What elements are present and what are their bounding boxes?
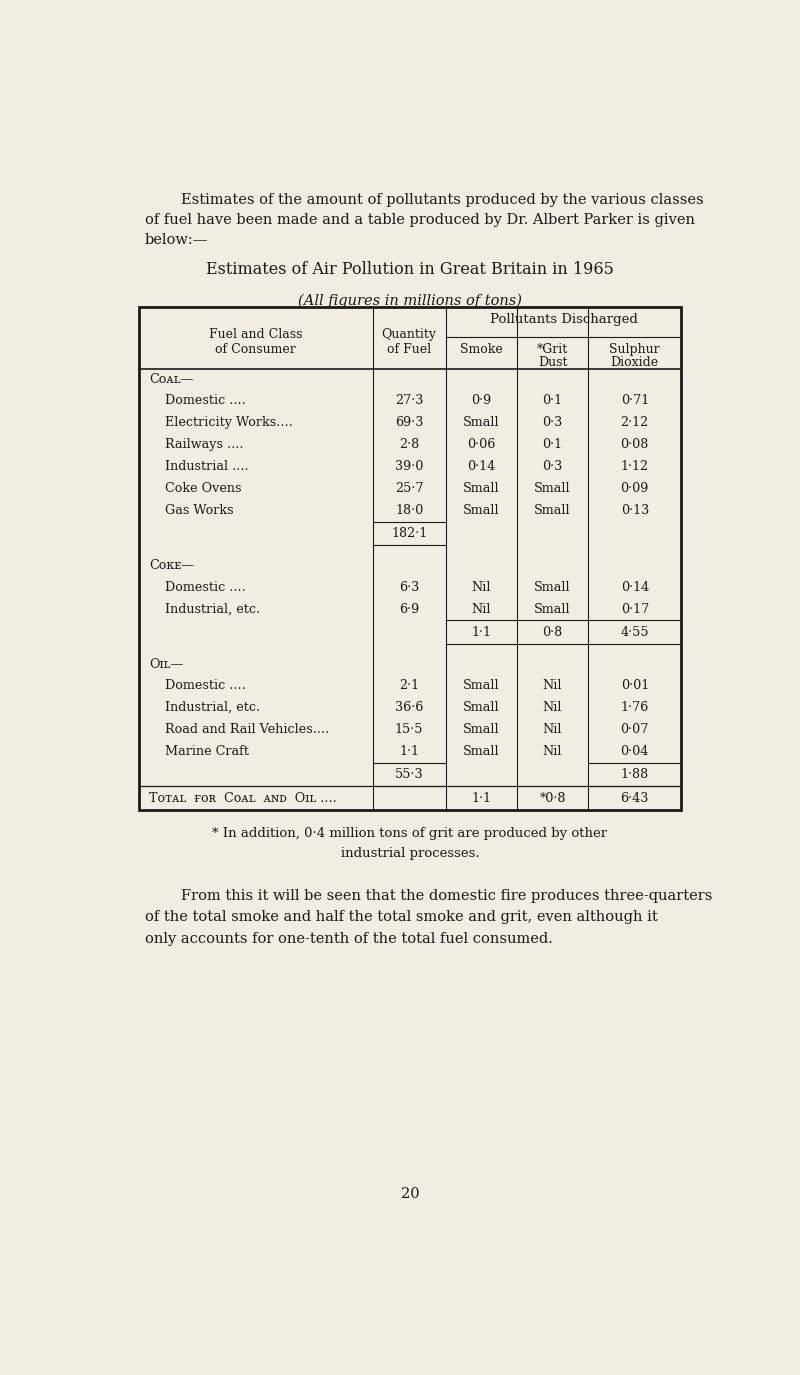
Text: 0·06: 0·06 [467, 439, 495, 451]
Text: Nil: Nil [471, 602, 491, 616]
Text: Cᴏᴀʟ—: Cᴏᴀʟ— [149, 373, 194, 386]
Text: 15·5: 15·5 [395, 723, 423, 736]
Text: 1·76: 1·76 [621, 701, 649, 714]
Text: 1·1: 1·1 [399, 745, 419, 758]
Text: Estimates of Air Pollution in Great Britain in 1965: Estimates of Air Pollution in Great Brit… [206, 261, 614, 278]
Text: 55·3: 55·3 [395, 769, 423, 781]
Text: 1·12: 1·12 [621, 461, 649, 473]
Text: Tᴏᴛᴀʟ  ғᴏʀ  Cᴏᴀʟ  ᴀɴᴅ  Oɪʟ ....: Tᴏᴛᴀʟ ғᴏʀ Cᴏᴀʟ ᴀɴᴅ Oɪʟ .... [149, 792, 337, 804]
Text: 2·8: 2·8 [399, 439, 419, 451]
Text: 1·1: 1·1 [471, 626, 491, 638]
Text: 27·3: 27·3 [395, 395, 423, 407]
Text: 2·1: 2·1 [399, 679, 419, 692]
Text: 6·3: 6·3 [399, 580, 419, 594]
Text: Fuel and Class: Fuel and Class [209, 327, 302, 341]
Text: 0·1: 0·1 [542, 439, 562, 451]
Text: 1·88: 1·88 [621, 769, 649, 781]
Text: 6·43: 6·43 [621, 792, 649, 804]
Text: 0·14: 0·14 [621, 580, 649, 594]
Text: Small: Small [534, 580, 571, 594]
Text: 20: 20 [401, 1187, 419, 1200]
Text: Small: Small [463, 701, 500, 714]
Text: Industrial ....: Industrial .... [149, 461, 249, 473]
Text: Nil: Nil [543, 679, 562, 692]
Text: 0·08: 0·08 [621, 439, 649, 451]
Text: 0·71: 0·71 [621, 395, 649, 407]
Text: 0·14: 0·14 [467, 461, 495, 473]
Text: Industrial, etc.: Industrial, etc. [149, 701, 260, 714]
Text: 0·07: 0·07 [621, 723, 649, 736]
Text: *0·8: *0·8 [539, 792, 566, 804]
Text: 0·8: 0·8 [542, 626, 562, 638]
Text: 0·13: 0·13 [621, 505, 649, 517]
Text: Coke Ovens: Coke Ovens [149, 483, 242, 495]
Text: Small: Small [463, 679, 500, 692]
Text: Nil: Nil [543, 745, 562, 758]
Text: Nil: Nil [543, 723, 562, 736]
Text: of fuel have been made and a table produced by Dr. Albert Parker is given: of fuel have been made and a table produ… [145, 213, 695, 227]
Text: Small: Small [534, 483, 571, 495]
Text: Small: Small [463, 505, 500, 517]
Text: Dust: Dust [538, 356, 567, 370]
Text: 4·55: 4·55 [621, 626, 649, 638]
Text: only accounts for one-tenth of the total fuel consumed.: only accounts for one-tenth of the total… [145, 932, 553, 946]
Text: Industrial, etc.: Industrial, etc. [149, 602, 260, 616]
Text: 0·17: 0·17 [621, 602, 649, 616]
Text: Small: Small [463, 417, 500, 429]
Text: Railways ....: Railways .... [149, 439, 243, 451]
Text: 0·3: 0·3 [542, 417, 562, 429]
Text: 182·1: 182·1 [391, 527, 427, 540]
Text: Nil: Nil [471, 580, 491, 594]
Text: Estimates of the amount of pollutants produced by the various classes: Estimates of the amount of pollutants pr… [182, 194, 704, 208]
Text: Small: Small [463, 483, 500, 495]
Text: 0·09: 0·09 [621, 483, 649, 495]
Text: Road and Rail Vehicles....: Road and Rail Vehicles.... [149, 723, 329, 736]
Text: 69·3: 69·3 [395, 417, 423, 429]
Text: Small: Small [463, 723, 500, 736]
Text: Gas Works: Gas Works [149, 505, 234, 517]
Text: Small: Small [534, 602, 571, 616]
Bar [138, 308, 682, 810]
Text: 1·1: 1·1 [471, 792, 491, 804]
Text: Dioxide: Dioxide [610, 356, 659, 370]
Text: Pollutants Discharged: Pollutants Discharged [490, 312, 638, 326]
Text: 25·7: 25·7 [395, 483, 423, 495]
Text: of Consumer: of Consumer [215, 344, 296, 356]
Text: From this it will be seen that the domestic fire produces three-quarters: From this it will be seen that the domes… [182, 888, 713, 903]
Text: Domestic ....: Domestic .... [149, 395, 246, 407]
Text: Smoke: Smoke [460, 342, 502, 356]
Text: 0·9: 0·9 [471, 395, 491, 407]
Text: below:—: below:— [145, 232, 208, 246]
Text: 6·9: 6·9 [399, 602, 419, 616]
Text: 36·6: 36·6 [395, 701, 423, 714]
Text: Small: Small [534, 505, 571, 517]
Text: 0·1: 0·1 [542, 395, 562, 407]
Text: of the total smoke and half the total smoke and grit, even although it: of the total smoke and half the total sm… [145, 910, 658, 924]
Text: industrial processes.: industrial processes. [341, 847, 479, 859]
Text: Sulphur: Sulphur [610, 342, 660, 356]
Text: Domestic ....: Domestic .... [149, 580, 246, 594]
Text: Quantity: Quantity [382, 327, 437, 341]
Text: Domestic ....: Domestic .... [149, 679, 246, 692]
Text: *Grit: *Grit [537, 342, 568, 356]
Text: 18·0: 18·0 [395, 505, 423, 517]
Text: 0·3: 0·3 [542, 461, 562, 473]
Text: 0·01: 0·01 [621, 679, 649, 692]
Text: Oɪʟ—: Oɪʟ— [149, 657, 183, 671]
Text: 39·0: 39·0 [395, 461, 423, 473]
Text: * In addition, 0·4 million tons of grit are produced by other: * In addition, 0·4 million tons of grit … [213, 828, 607, 840]
Text: (All figures in millions of tons): (All figures in millions of tons) [298, 294, 522, 308]
Text: Marine Craft: Marine Craft [149, 745, 249, 758]
Text: Electricity Works....: Electricity Works.... [149, 417, 293, 429]
Text: 2·12: 2·12 [621, 417, 649, 429]
Text: 0·04: 0·04 [621, 745, 649, 758]
Text: Cᴏᴋᴇ—: Cᴏᴋᴇ— [149, 560, 194, 572]
Text: Small: Small [463, 745, 500, 758]
Text: Nil: Nil [543, 701, 562, 714]
Text: of Fuel: of Fuel [387, 344, 431, 356]
